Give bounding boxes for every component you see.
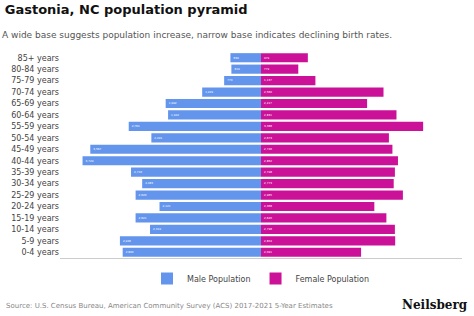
svg-text:2,764: 2,764 <box>132 124 140 128</box>
svg-text:2,319: 2,319 <box>153 227 161 231</box>
svg-text:2,620: 2,620 <box>139 193 147 197</box>
svg-text:2,121: 2,121 <box>163 204 171 208</box>
svg-text:60-64 years: 60-64 years <box>11 111 59 120</box>
svg-text:80-84 years: 80-84 years <box>11 65 59 74</box>
svg-text:5-9 years: 5-9 years <box>21 237 59 246</box>
svg-text:25-29 years: 25-29 years <box>11 191 59 200</box>
svg-text:50-54 years: 50-54 years <box>11 134 59 143</box>
svg-text:2,965: 2,965 <box>264 193 272 197</box>
svg-text:75-79 years: 75-79 years <box>11 76 59 85</box>
svg-text:1,137: 1,137 <box>264 78 272 82</box>
svg-text:30-34 years: 30-34 years <box>11 179 59 188</box>
svg-text:Female Population: Female Population <box>296 275 370 284</box>
svg-text:2,804: 2,804 <box>264 239 272 243</box>
svg-text:2,621: 2,621 <box>139 216 147 220</box>
svg-text:3,388: 3,388 <box>264 124 272 128</box>
svg-text:2,798: 2,798 <box>264 227 272 231</box>
svg-text:2,483: 2,483 <box>145 181 153 185</box>
svg-text:2,798: 2,798 <box>264 170 272 174</box>
svg-text:40-44 years: 40-44 years <box>11 157 59 166</box>
svg-text:770: 770 <box>227 78 232 82</box>
svg-text:779: 779 <box>264 67 269 71</box>
svg-text:20-24 years: 20-24 years <box>11 202 59 211</box>
svg-text:2,716: 2,716 <box>134 170 142 174</box>
svg-text:45-49 years: 45-49 years <box>11 145 59 154</box>
svg-text:3,567: 3,567 <box>93 147 101 151</box>
svg-text:65-69 years: 65-69 years <box>11 99 59 108</box>
svg-text:85+ years: 85+ years <box>18 54 59 63</box>
svg-text:15-19 years: 15-19 years <box>11 214 59 223</box>
svg-text:639: 639 <box>233 56 238 60</box>
svg-text:2,368: 2,368 <box>264 204 272 208</box>
svg-text:979: 979 <box>264 56 269 60</box>
svg-text:0-4 years: 0-4 years <box>21 248 59 257</box>
svg-text:2,091: 2,091 <box>264 250 272 254</box>
svg-text:3,729: 3,729 <box>86 159 94 163</box>
svg-text:2,948: 2,948 <box>123 239 131 243</box>
svg-text:2,217: 2,217 <box>264 101 272 105</box>
svg-text:2,746: 2,746 <box>264 147 272 151</box>
svg-text:2,560: 2,560 <box>264 90 272 94</box>
svg-text:Gastonia, NC population pyrami: Gastonia, NC population pyramid <box>5 2 248 17</box>
svg-text:A wide base suggests populatio: A wide base suggests population increase… <box>2 30 392 40</box>
svg-text:2,890: 2,890 <box>126 250 134 254</box>
svg-text:Neilsberg: Neilsberg <box>402 298 468 312</box>
svg-text:1,942: 1,942 <box>171 113 179 117</box>
svg-text:2,773: 2,773 <box>264 181 272 185</box>
svg-text:1,992: 1,992 <box>169 101 177 105</box>
svg-text:1,229: 1,229 <box>205 90 213 94</box>
svg-text:2,673: 2,673 <box>264 136 272 140</box>
svg-text:2,291: 2,291 <box>154 136 162 140</box>
svg-text:70-74 years: 70-74 years <box>11 88 59 97</box>
svg-text:2,862: 2,862 <box>264 159 272 163</box>
svg-text:2,831: 2,831 <box>264 113 272 117</box>
svg-text:10-14 years: 10-14 years <box>11 225 59 234</box>
svg-text:Source: U.S. Census Bureau, Am: Source: U.S. Census Bureau, American Com… <box>6 302 333 310</box>
svg-text:2,620: 2,620 <box>264 216 272 220</box>
svg-text:35-39 years: 35-39 years <box>11 168 59 177</box>
svg-text:55-59 years: 55-59 years <box>11 122 59 131</box>
svg-text:619: 619 <box>234 67 239 71</box>
svg-text:Male Population: Male Population <box>187 275 251 284</box>
